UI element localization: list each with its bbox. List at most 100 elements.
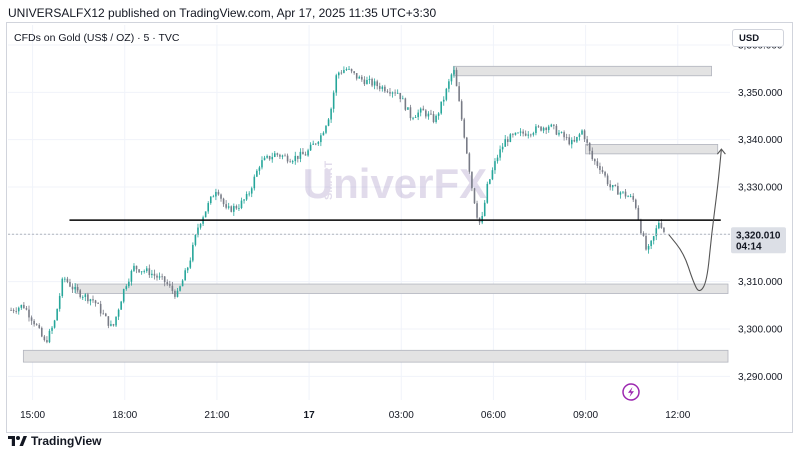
candle-body	[614, 185, 617, 187]
candle-body	[268, 155, 271, 160]
candle-body	[491, 170, 494, 180]
candle-body	[394, 92, 396, 94]
candle-body	[627, 196, 629, 198]
candle-body	[540, 126, 542, 131]
candle-body	[97, 303, 99, 305]
candle-body	[281, 155, 284, 157]
watermark-text: UniverFX	[303, 160, 487, 207]
candle-body	[440, 101, 442, 114]
candle-body	[483, 202, 486, 216]
candle-body	[105, 313, 107, 317]
time-tick-label: 18:00	[112, 410, 137, 421]
candle-body	[563, 132, 565, 138]
candle-body	[624, 191, 627, 197]
candle-body	[361, 76, 363, 80]
candle-body	[169, 284, 171, 286]
symbol-info[interactable]: CFDs on Gold (US$ / OZ) · 5 · TVC	[14, 32, 180, 44]
candle-body	[74, 286, 76, 290]
candle-body	[17, 307, 20, 312]
candle-body	[258, 167, 261, 171]
time-tick-label: 03:00	[389, 410, 414, 421]
candle-body	[455, 69, 458, 87]
candle-body	[53, 320, 56, 328]
candle-body	[263, 157, 266, 161]
candle-body	[33, 320, 35, 325]
candle-body	[199, 223, 202, 228]
candle-body	[517, 132, 519, 134]
candle-body	[555, 125, 558, 135]
candle-body	[51, 327, 53, 331]
candle-body	[192, 244, 194, 261]
candle-body	[248, 193, 250, 195]
time-tick-label: 12:00	[665, 410, 690, 421]
time-axis: 15:00 18:00 21:00 17 03:00 06:00 09:00 12:00	[20, 410, 691, 421]
candle-body	[437, 113, 440, 116]
candle-body	[215, 191, 217, 197]
candle-body	[79, 290, 81, 298]
candle-body	[632, 196, 635, 200]
published-by-line: UNIVERSALFX12 published on TradingView.c…	[8, 6, 437, 20]
price-tick-label: 3,330.000	[738, 183, 783, 194]
candle-body	[243, 199, 245, 201]
candle-body	[550, 124, 553, 127]
candle-body	[320, 135, 322, 143]
candle-body	[391, 92, 394, 94]
candle-body	[640, 219, 642, 234]
candle-body	[619, 192, 622, 195]
candle-body	[276, 153, 279, 155]
candle-body	[355, 73, 358, 79]
candle-body	[64, 278, 66, 280]
candle-body	[663, 227, 665, 232]
candle-body	[220, 194, 222, 199]
candle-body	[35, 324, 38, 326]
candle-body	[233, 206, 235, 212]
candle-body	[407, 107, 409, 110]
candle-body	[560, 132, 563, 133]
candle-body	[606, 175, 609, 185]
candle-body	[419, 108, 422, 113]
candle-body	[586, 139, 588, 143]
lightning-icon[interactable]	[622, 383, 640, 401]
candle-body	[15, 311, 17, 312]
candle-body	[399, 92, 402, 100]
candle-body	[637, 207, 640, 220]
candle-body	[386, 91, 389, 93]
candle-body	[222, 198, 225, 205]
candle-body	[489, 179, 491, 184]
candle-body	[107, 316, 110, 326]
tradingview-brand[interactable]: TradingView	[8, 434, 101, 448]
candle-body	[504, 139, 507, 147]
current-price-marker[interactable]: 3,320.010 04:14	[8, 227, 786, 254]
candle-body	[650, 240, 652, 247]
candle-body	[94, 300, 97, 304]
candle-body	[660, 222, 663, 228]
candle-body	[373, 81, 376, 86]
candle-body	[71, 286, 74, 290]
price-tick-label: 3,350.000	[738, 88, 783, 99]
projection-arrowhead	[716, 148, 726, 155]
candle-body	[184, 270, 186, 281]
candle-body	[81, 296, 84, 298]
annotation-lines	[69, 148, 726, 292]
price-zone	[22, 349, 729, 363]
candle-body	[591, 150, 594, 160]
candle-body	[611, 185, 614, 188]
candle-body	[332, 92, 335, 109]
candle-body	[299, 151, 302, 159]
candle-body	[87, 294, 89, 302]
time-tick-label: 21:00	[204, 410, 229, 421]
candle-body	[358, 76, 361, 79]
universal-fx-watermark: UniverFX SMART	[303, 160, 487, 207]
candle-body	[120, 301, 122, 310]
candle-body	[350, 68, 353, 72]
time-tick-label: 06:00	[481, 410, 506, 421]
candle-body	[209, 196, 212, 204]
candle-body	[145, 268, 148, 272]
candle-body	[340, 72, 343, 74]
candle-body	[501, 146, 504, 150]
candle-body	[458, 86, 460, 102]
candle-body	[238, 207, 240, 209]
currency-button[interactable]: USD	[732, 29, 784, 47]
candle-body	[445, 88, 448, 100]
